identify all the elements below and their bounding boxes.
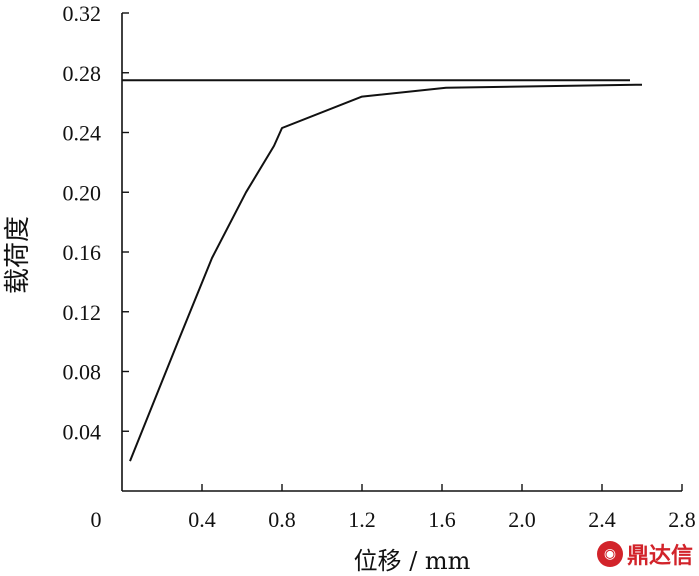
x-tick-label: 2.4 <box>588 507 616 532</box>
x-axis-title: 位移 / mm <box>354 547 471 575</box>
series-layer <box>122 79 643 462</box>
y-tick-label: 0.16 <box>63 240 102 265</box>
watermark-text: 鼎达信 <box>626 544 693 569</box>
x-tick-label: 0 <box>91 507 102 532</box>
y-tick-label: 0.28 <box>63 61 102 86</box>
y-tick-label: 0.24 <box>63 121 102 146</box>
series-line-1 <box>129 83 643 462</box>
y-tick-label: 0.20 <box>63 180 102 205</box>
x-tick-label: 1.2 <box>348 507 376 532</box>
x-tick-label: 0.4 <box>188 507 216 532</box>
y-tick-label: 0.32 <box>63 1 102 26</box>
watermark: ◉ 鼎达信 <box>596 538 693 570</box>
x-tick-label: 1.6 <box>428 507 456 532</box>
y-axis-title: 载荷度 <box>3 216 33 294</box>
y-tick-label: 0.04 <box>63 419 102 444</box>
x-tick-label: 2.8 <box>668 507 696 532</box>
y-tick-label: 0.12 <box>63 300 102 325</box>
x-tick-label: 0.8 <box>268 507 296 532</box>
y-tick-label: 0.08 <box>63 360 102 385</box>
logo-icon: ◉ <box>596 541 623 567</box>
ticks: 0 0.4 0.8 1.2 1.6 2.0 2.4 2.8 0.04 0.08 0.12 0.16 0.… <box>63 1 696 532</box>
x-tick-label: 2.0 <box>508 507 536 532</box>
